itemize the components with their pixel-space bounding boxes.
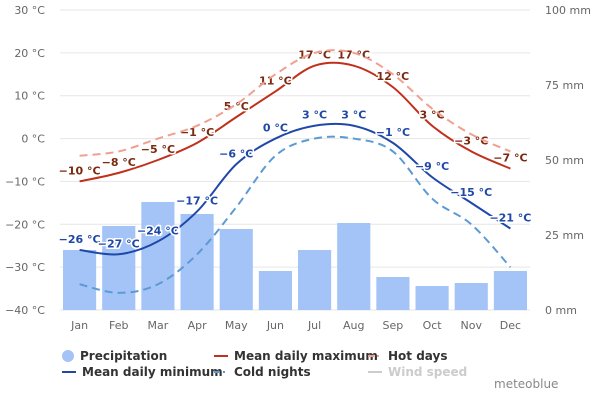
data-label: 3 °C — [341, 109, 366, 122]
x-tick: Jul — [307, 319, 321, 332]
precipitation-bar — [258, 271, 292, 310]
data-label: 0 °C — [263, 122, 288, 135]
x-tick: Apr — [188, 319, 208, 332]
y-left-tick: −30 °C — [5, 261, 45, 274]
line-icon — [62, 371, 76, 373]
legend-mean-daily-maximum[interactable]: Mean daily maximum — [214, 349, 378, 363]
x-tick: Sep — [383, 319, 404, 332]
data-label: −24 °C — [137, 224, 179, 237]
y-right-tick: 75 mm — [545, 79, 584, 92]
data-label: 5 °C — [224, 100, 249, 113]
hot-days-line — [79, 49, 511, 157]
precipitation-bar — [219, 229, 253, 310]
credit: meteoblue — [494, 377, 559, 391]
legend-hot-days[interactable]: Hot days — [368, 349, 447, 363]
data-label: −17 °C — [176, 194, 218, 207]
legend-precipitation[interactable]: Precipitation — [62, 349, 167, 363]
precipitation-bar — [337, 223, 371, 310]
data-label: −1 °C — [180, 126, 214, 139]
legend-cold-nights[interactable]: Cold nights — [214, 365, 311, 379]
x-tick: Feb — [109, 319, 128, 332]
y-left-tick: 20 °C — [14, 47, 45, 60]
precipitation-bar — [102, 226, 136, 310]
precipitation-bar — [180, 214, 214, 310]
data-label: −10 °C — [59, 164, 101, 177]
y-right-tick: 100 mm — [545, 4, 591, 17]
data-label: −21 °C — [489, 212, 531, 225]
data-label: −15 °C — [450, 186, 492, 199]
precipitation-bar — [376, 277, 410, 310]
data-label: 17 °C — [298, 49, 331, 62]
precipitation-bar — [454, 283, 488, 310]
precipitation-bar — [493, 271, 527, 310]
x-tick: Jun — [266, 319, 284, 332]
circle-icon — [62, 350, 74, 362]
mean-daily-minimum-line — [79, 122, 511, 256]
x-tick: May — [225, 319, 248, 332]
data-label: −6 °C — [219, 147, 253, 160]
y-right-tick: 25 mm — [545, 229, 584, 242]
precipitation-bar — [298, 250, 332, 310]
y-left-tick: 0 °C — [21, 133, 45, 146]
x-tick: Jan — [70, 319, 88, 332]
data-label: 3 °C — [420, 109, 445, 122]
y-left-tick: −10 °C — [5, 175, 45, 188]
y-left-tick: 10 °C — [14, 90, 45, 103]
x-tick: Dec — [500, 319, 521, 332]
data-label: −3 °C — [454, 134, 488, 147]
precipitation-bar — [141, 202, 175, 310]
cold-nights-line — [79, 135, 512, 294]
y-right-tick: 0 mm — [545, 304, 577, 317]
legend-wind-speed[interactable]: Wind speed — [368, 365, 467, 379]
y-left-tick: 30 °C — [14, 4, 45, 17]
data-label: −1 °C — [376, 126, 410, 139]
mean-daily-maximum-line — [79, 61, 511, 183]
x-tick: Oct — [423, 319, 443, 332]
line-icon — [368, 371, 382, 373]
precipitation-bar — [415, 286, 449, 310]
data-label: −27 °C — [98, 237, 140, 250]
data-label: 3 °C — [302, 109, 327, 122]
data-label: −9 °C — [415, 160, 449, 173]
x-tick: Nov — [461, 319, 483, 332]
data-label: 12 °C — [377, 70, 410, 83]
data-label: −5 °C — [141, 143, 175, 156]
data-label: 11 °C — [259, 74, 292, 87]
precipitation-bar — [63, 250, 97, 310]
data-label: −26 °C — [59, 233, 101, 246]
x-tick: Aug — [343, 319, 364, 332]
dash-icon — [368, 355, 382, 357]
data-label: −7 °C — [493, 152, 527, 165]
y-right-tick: 50 mm — [545, 154, 584, 167]
legend-mean-daily-minimum[interactable]: Mean daily minimum — [62, 365, 223, 379]
data-label: −8 °C — [102, 156, 136, 169]
y-left-tick: −40 °C — [5, 304, 45, 317]
y-left-tick: −20 °C — [5, 218, 45, 231]
line-icon — [214, 355, 228, 357]
dash-icon — [214, 371, 228, 373]
x-tick: Mar — [148, 319, 169, 332]
